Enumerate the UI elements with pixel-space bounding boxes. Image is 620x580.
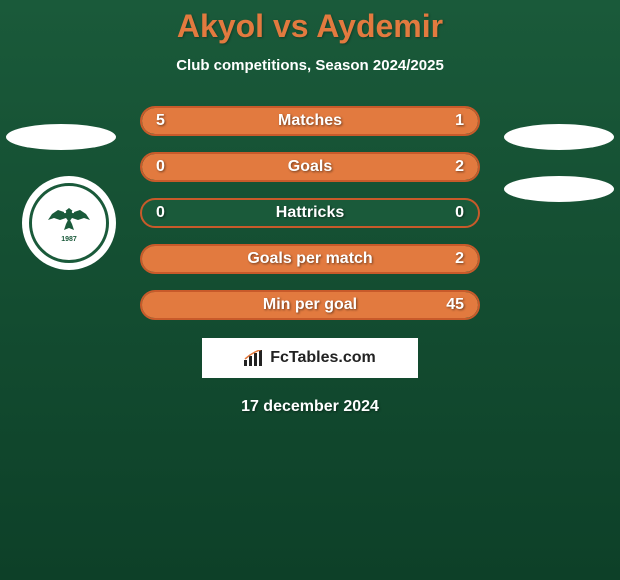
page-subtitle: Club competitions, Season 2024/2025 xyxy=(0,57,620,74)
bar-value-right: 2 xyxy=(455,250,464,268)
bar-row: Min per goal 45 xyxy=(140,290,480,320)
footer-brand-badge[interactable]: FcTables.com xyxy=(202,338,418,378)
bar-value-right: 2 xyxy=(455,158,464,176)
bar-row: Goals per match 2 xyxy=(140,244,480,274)
comparison-chart: 5 Matches 1 0 Goals 2 0 Hattricks 0 Goals per mat… xyxy=(140,106,480,320)
bar-fill-right xyxy=(199,154,478,180)
page-title: Akyol vs Aydemir xyxy=(0,8,620,45)
chart-icon xyxy=(244,350,264,366)
club-badge-inner: 1987 xyxy=(29,183,109,263)
bar-value-right: 0 xyxy=(455,204,464,222)
bar-row: 5 Matches 1 xyxy=(140,106,480,136)
bar-value-left: 0 xyxy=(156,204,165,222)
bar-label: Hattricks xyxy=(276,204,344,222)
player-right-placeholder-2 xyxy=(504,176,614,202)
footer-brand-text: FcTables.com xyxy=(270,349,376,367)
bar-label: Goals xyxy=(288,158,332,176)
club-badge: 1987 xyxy=(22,176,116,270)
eagle-icon xyxy=(44,204,94,234)
bar-label: Matches xyxy=(278,112,342,130)
badge-year: 1987 xyxy=(61,236,77,243)
bar-row: 0 Goals 2 xyxy=(140,152,480,182)
bar-fill-left xyxy=(142,154,199,180)
player-left-placeholder xyxy=(6,124,116,150)
bar-label: Goals per match xyxy=(247,250,372,268)
bar-value-right: 45 xyxy=(446,296,464,314)
root: Akyol vs Aydemir Club competitions, Seas… xyxy=(0,0,620,416)
date-text: 17 december 2024 xyxy=(0,398,620,416)
bar-value-left: 5 xyxy=(156,112,165,130)
bar-fill-left xyxy=(142,108,407,134)
bar-value-left: 0 xyxy=(156,158,165,176)
player-right-placeholder-1 xyxy=(504,124,614,150)
bar-value-right: 1 xyxy=(455,112,464,130)
bar-row: 0 Hattricks 0 xyxy=(140,198,480,228)
bar-label: Min per goal xyxy=(263,296,357,314)
bar-fill-right xyxy=(407,108,478,134)
